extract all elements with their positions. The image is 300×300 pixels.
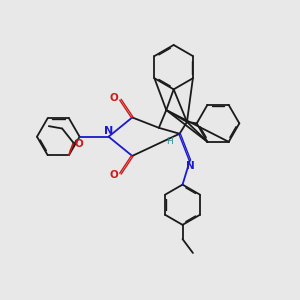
Text: O: O [74, 139, 83, 149]
Text: O: O [110, 93, 118, 103]
Text: H: H [167, 137, 173, 146]
Text: N: N [186, 161, 195, 171]
Text: O: O [110, 170, 118, 180]
Text: N: N [104, 126, 113, 136]
